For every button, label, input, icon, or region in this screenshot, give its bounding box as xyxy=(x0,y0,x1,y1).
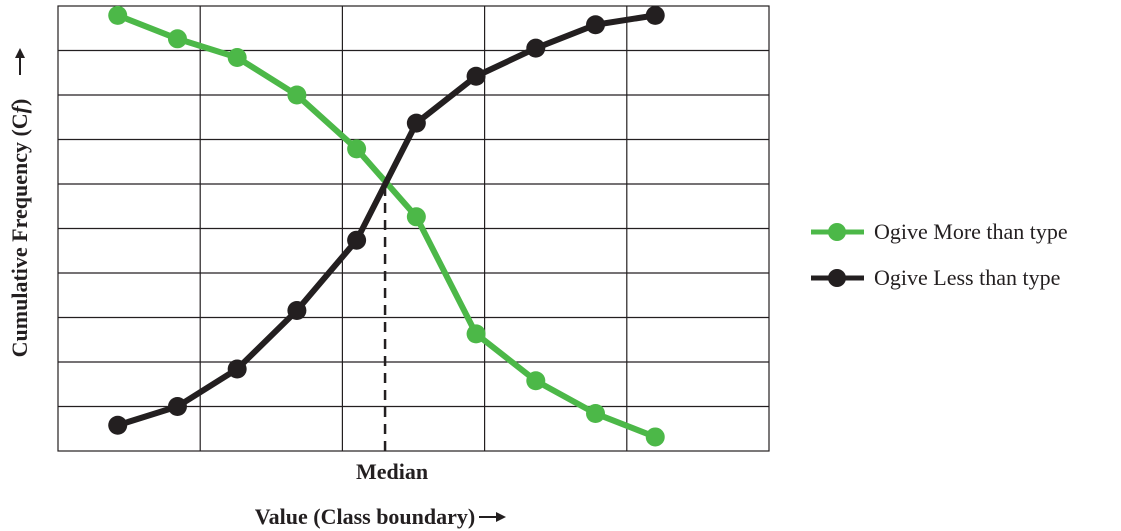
legend-item-less: Ogive Less than type xyxy=(811,265,1060,290)
data-point xyxy=(347,230,367,250)
legend-label-less: Ogive Less than type xyxy=(874,265,1060,290)
data-point xyxy=(406,113,426,133)
data-point xyxy=(227,48,247,68)
data-point xyxy=(167,29,187,49)
data-point xyxy=(406,207,426,227)
y-axis-label: Cumulative Frequency (Cf) xyxy=(7,48,32,357)
data-point xyxy=(645,427,665,447)
legend-swatch-dot xyxy=(828,269,846,287)
series-line xyxy=(116,12,656,429)
data-point xyxy=(466,324,486,344)
y-axis-title: Cumulative Frequency (C xyxy=(7,113,32,357)
legend: Ogive More than type Ogive Less than typ… xyxy=(811,219,1068,290)
data-point xyxy=(167,397,187,416)
median-label: Median xyxy=(356,459,428,484)
x-axis-label: Value (Class boundary) xyxy=(255,504,506,529)
svg-text:Cumulative Frequency (Cf): Cumulative Frequency (Cf) xyxy=(7,99,32,358)
series-layer xyxy=(108,5,665,447)
data-point xyxy=(586,404,606,424)
data-point xyxy=(526,371,546,391)
data-point xyxy=(586,15,606,35)
data-point xyxy=(108,5,128,25)
data-point xyxy=(466,66,486,86)
series-less-than xyxy=(108,5,665,435)
data-point xyxy=(347,139,367,159)
y-axis-italic: f xyxy=(7,103,32,113)
x-axis-title: Value (Class boundary) xyxy=(255,504,475,529)
x-arrow-icon xyxy=(479,512,506,522)
y-axis-tail: ) xyxy=(7,99,32,106)
y-arrow-icon xyxy=(15,48,25,75)
data-point xyxy=(526,38,546,58)
legend-label-more: Ogive More than type xyxy=(874,219,1068,244)
data-point xyxy=(287,300,307,320)
data-point xyxy=(227,359,247,379)
data-point xyxy=(108,415,128,435)
data-point xyxy=(645,5,665,25)
legend-swatch-dot xyxy=(828,223,846,241)
legend-item-more: Ogive More than type xyxy=(811,219,1068,244)
data-point xyxy=(287,85,307,105)
